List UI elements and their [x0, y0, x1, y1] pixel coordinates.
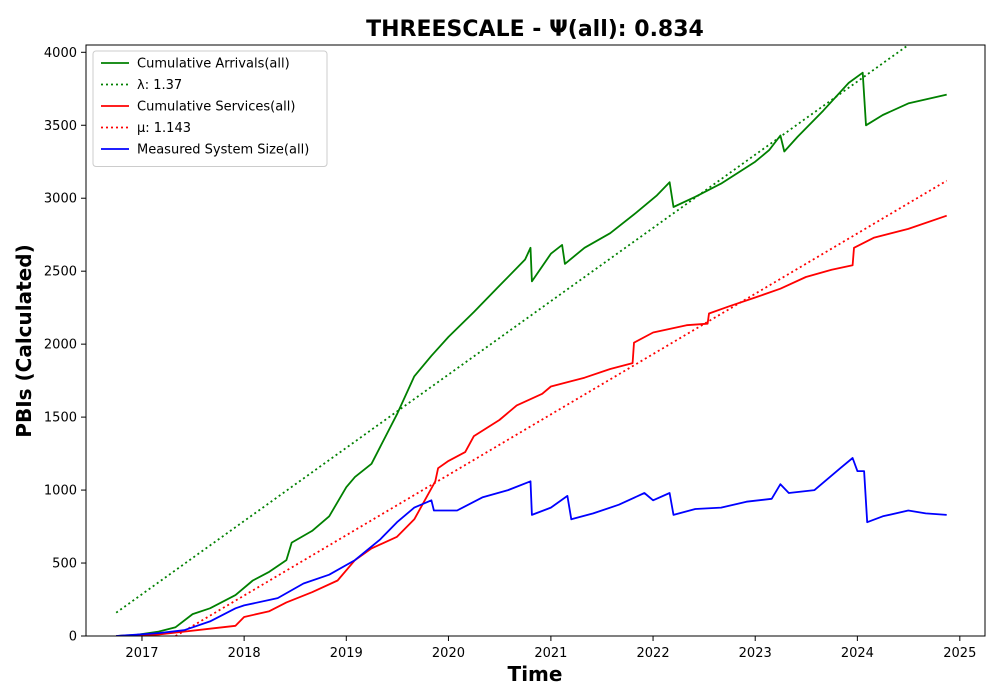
- series-line-1: [116, 71, 947, 636]
- y-tick-label: 1500: [44, 411, 77, 426]
- x-axis: 2017 2018 2019 2020 2021 2022 2023 2024 2025: [125, 636, 976, 661]
- legend-label-2: λ: 1.37: [137, 78, 182, 93]
- chart-title: THREESCALE - Ψ(all): 0.834: [366, 17, 704, 42]
- x-tick-label: 2021: [534, 646, 567, 661]
- y-tick-label: 500: [52, 557, 77, 572]
- y-tick-label: 2500: [44, 265, 77, 280]
- y-tick-label: 4000: [44, 46, 77, 61]
- legend-label-3: Cumulative Services(all): [137, 100, 295, 115]
- series-line-3: [116, 214, 947, 636]
- x-tick-label: 2023: [739, 646, 772, 661]
- series-line-5: [116, 457, 947, 636]
- series-line-4: [175, 179, 948, 636]
- legend: Cumulative Arrivals(all) λ: 1.37 Cumulativ…: [92, 50, 328, 167]
- plot-frame: [85, 44, 986, 637]
- y-tick-label: 1000: [44, 484, 77, 499]
- legend-label-1: Cumulative Arrivals(all): [137, 57, 290, 72]
- x-tick-label: 2024: [841, 646, 874, 661]
- x-tick-label: 2022: [637, 646, 670, 661]
- x-tick-label: 2025: [943, 646, 976, 661]
- x-tick-label: 2018: [228, 646, 261, 661]
- legend-box: [92, 50, 328, 167]
- x-tick-label: 2019: [330, 646, 363, 661]
- x-tick-label: 2020: [432, 646, 465, 661]
- y-tick-label: 2000: [44, 338, 77, 353]
- y-tick-label: 3500: [44, 119, 77, 134]
- y-axis-label: PBIs (Calculated): [12, 244, 36, 437]
- x-axis-label: Time: [508, 662, 563, 686]
- series-group: [115, 45, 948, 636]
- legend-label-5: Measured System Size(all): [137, 143, 309, 158]
- y-axis: 0 500 1000 1500 2000 2500 3000 3500 4000: [44, 46, 86, 645]
- y-tick-label: 0: [69, 630, 77, 645]
- y-tick-label: 3000: [44, 192, 77, 207]
- legend-label-4: μ: 1.143: [137, 121, 191, 136]
- x-tick-label: 2017: [125, 646, 158, 661]
- plot-area: [85, 44, 986, 637]
